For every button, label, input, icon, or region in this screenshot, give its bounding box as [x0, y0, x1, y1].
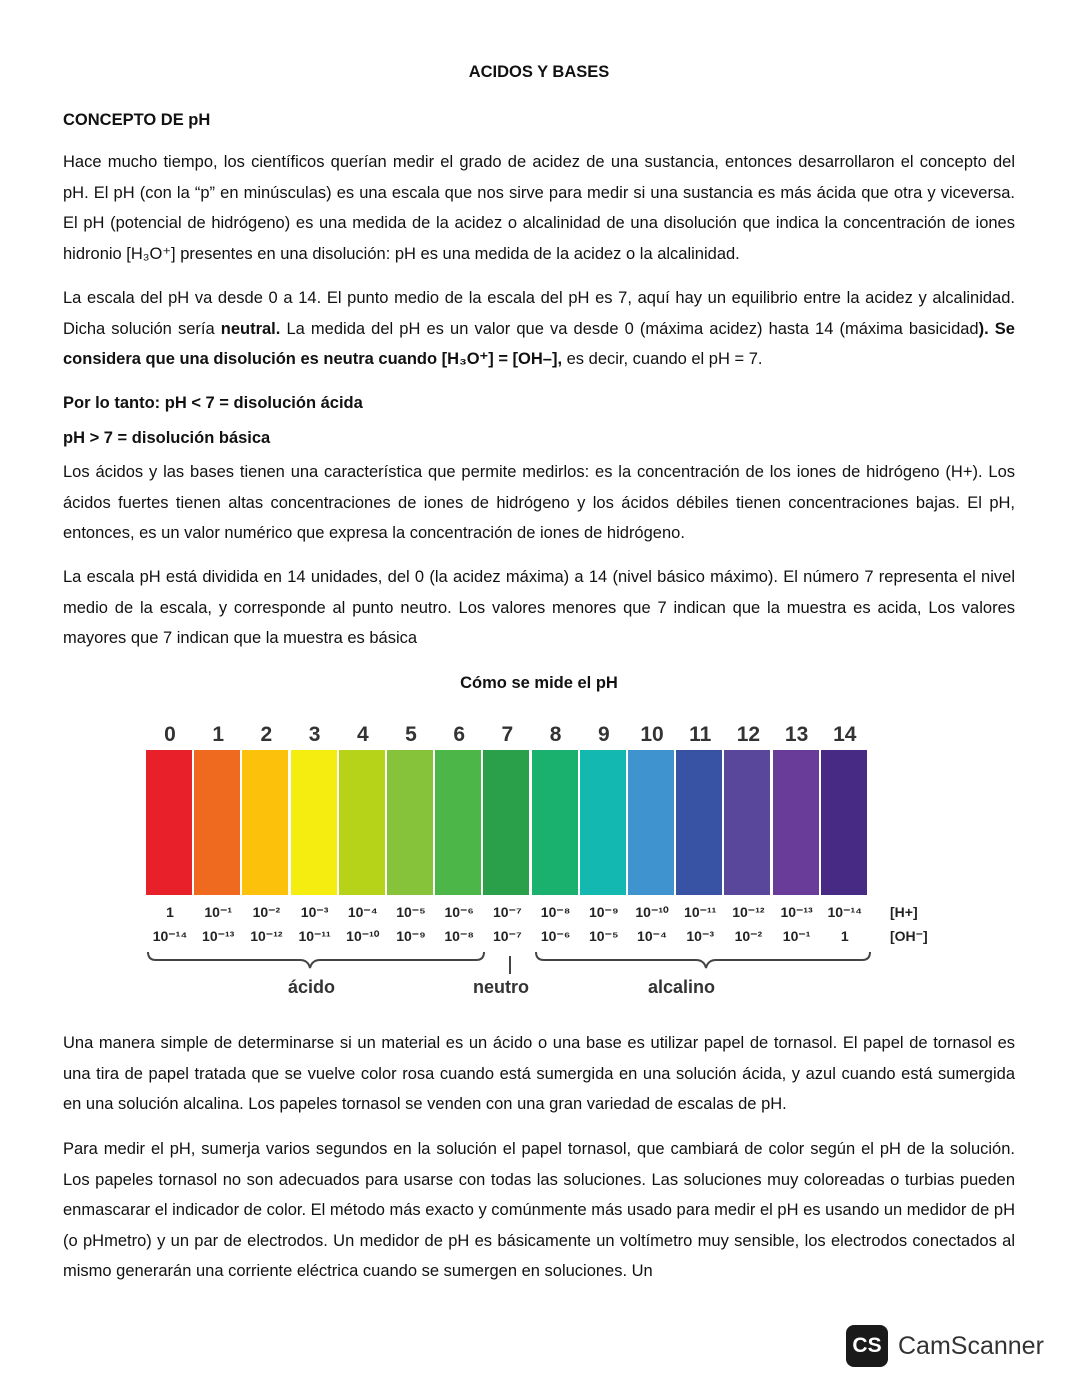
ph-number: 5: [405, 723, 417, 746]
oh-concentration: 10⁻⁴: [637, 928, 667, 944]
h-concentration: 10⁻⁶: [444, 904, 474, 920]
h-concentration: 10⁻¹²: [732, 904, 765, 920]
ph-number: 14: [833, 723, 857, 746]
ph-color-bar: [242, 750, 289, 895]
oh-concentration: 10⁻⁸: [444, 928, 474, 944]
oh-concentration: 10⁻⁵: [589, 928, 619, 944]
h-concentration: 10⁻²: [252, 904, 281, 920]
rule-acid: Por lo tanto: pH < 7 = disolución ácida: [63, 388, 1015, 419]
oh-concentration: 10⁻⁶: [540, 928, 571, 944]
text-segment: Una manera simple de determinarse si un …: [63, 1034, 1015, 1113]
text-segment: Hace mucho tiempo, los científicos querí…: [63, 153, 1015, 263]
h-concentration: 10⁻⁸: [540, 904, 571, 920]
paragraph-ph-concept: Hace mucho tiempo, los científicos querí…: [63, 147, 1015, 269]
oh-concentration: 10⁻⁹: [396, 928, 426, 944]
camscanner-text: CamScanner: [898, 1331, 1044, 1360]
oh-concentration: 10⁻²: [734, 928, 763, 944]
ph-number: 3: [308, 723, 321, 746]
ph-number: 12: [736, 723, 761, 746]
ph-color-bar: [820, 750, 867, 895]
alkaline-label: alcalino: [648, 977, 716, 997]
oh-concentration: 1: [840, 928, 849, 944]
oh-concentration: 10⁻⁷: [493, 928, 522, 944]
h-concentration: 10⁻⁷: [493, 904, 522, 920]
camscanner-logo-icon: CS: [846, 1325, 888, 1367]
neutral-label: neutro: [473, 977, 529, 997]
ph-color-bar: [628, 750, 674, 895]
ph-color-bar: [290, 750, 337, 895]
oh-concentration: 10⁻³: [686, 928, 714, 944]
text-segment: neutral.: [220, 319, 281, 338]
text-segment: Los ácidos y las bases tienen una caract…: [63, 463, 1015, 542]
paragraph-ph-scale: La escala del pH va desde 0 a 14. El pun…: [63, 283, 1015, 375]
ph-number: 10: [640, 723, 664, 746]
text-segment: ). Se considera que una disolución es ne…: [63, 319, 1015, 369]
ph-color-bar: [579, 750, 626, 895]
ph-scale-figure: [H+] [OH⁻] ácido neutro alcalino 0 1 10⁻¹⁴…: [140, 720, 960, 1010]
ph-number: 4: [356, 723, 369, 746]
oh-concentration: 10⁻¹³: [202, 928, 235, 944]
ph-number: 0: [164, 723, 176, 746]
h-concentration: 10⁻¹: [204, 904, 232, 920]
text-segment: La escala pH está dividida en 14 unidade…: [63, 568, 1015, 647]
text-segment: La escala del pH va desde 0 a 14. El pun…: [63, 289, 1015, 338]
paragraph-hydrogen-ions: Los ácidos y las bases tienen una caract…: [63, 457, 1015, 549]
h-concentration: 10⁻¹⁰: [635, 904, 669, 920]
text-segment: CONCEPTO DE pH: [63, 111, 211, 129]
section-heading: CONCEPTO DE pH: [63, 105, 1015, 136]
text-segment: pH > 7 = disolución básica: [63, 429, 271, 447]
oh-concentration: 10⁻¹¹: [298, 928, 331, 944]
oh-concentration: 10⁻¹²: [250, 928, 283, 944]
acid-brace: [147, 951, 485, 969]
braces: [147, 951, 871, 974]
paragraph-litmus: Una manera simple de determinarse si un …: [63, 1028, 1015, 1120]
ph-number: 11: [689, 723, 712, 746]
rule-basic: pH > 7 = disolución básica: [63, 423, 1015, 454]
ph-number: 13: [784, 723, 809, 746]
h-concentration: 10⁻³: [300, 904, 329, 920]
text-segment: Por lo tanto: pH < 7 = disolución ácida: [63, 394, 363, 412]
document-title: ACIDOS Y BASES: [468, 63, 610, 81]
h-concentration: 10⁻⁵: [396, 904, 426, 920]
ph-number: 9: [597, 723, 610, 746]
ph-number: 8: [549, 723, 562, 746]
acid-label: ácido: [288, 977, 336, 997]
paragraph-ph-meter: Para medir el pH, sumerja varios segundo…: [63, 1134, 1015, 1287]
text-segment: Para medir el pH, sumerja varios segundo…: [63, 1140, 1015, 1280]
ph-number: 6: [453, 723, 466, 746]
h-conc-label: [H+]: [890, 904, 918, 920]
ph-color-bar: [338, 750, 385, 895]
h-concentration: 10⁻¹⁴: [827, 904, 863, 920]
paragraph-scale-units: La escala pH está dividida en 14 unidade…: [63, 562, 1015, 654]
h-concentration: 10⁻⁹: [588, 904, 619, 920]
ph-color-bar: [194, 750, 241, 895]
oh-concentration: 10⁻¹: [782, 928, 811, 944]
text-segment: La medida del pH es un valor que va desd…: [280, 319, 979, 338]
ph-color-bar: [724, 750, 771, 895]
alkaline-brace: [535, 951, 871, 969]
ph-color-bar: [531, 750, 578, 895]
ph-number: 2: [260, 723, 273, 746]
text-segment: es decir, cuando el pH = 7.: [562, 350, 763, 368]
ph-color-bar: [387, 750, 433, 895]
oh-concentration: 10⁻¹⁰: [346, 928, 380, 944]
camscanner-watermark: CS CamScanner: [846, 1325, 1044, 1367]
ph-number: 7: [501, 723, 514, 746]
h-concentration: 1: [166, 904, 174, 920]
oh-conc-label: [OH⁻]: [890, 928, 928, 944]
ph-color-bar: [772, 750, 819, 895]
ph-color-bar: [435, 750, 482, 895]
oh-concentration: 10⁻¹⁴: [152, 928, 188, 944]
ph-color-bar: [676, 750, 723, 895]
ph-number: 1: [212, 723, 225, 746]
h-concentration: 10⁻¹³: [780, 904, 813, 920]
figure-caption: Cómo se mide el pH: [460, 674, 618, 692]
ph-color-bar: [146, 750, 192, 895]
ph-color-bar: [483, 750, 530, 895]
h-concentration: 10⁻⁴: [347, 904, 378, 920]
h-concentration: 10⁻¹¹: [684, 904, 717, 920]
